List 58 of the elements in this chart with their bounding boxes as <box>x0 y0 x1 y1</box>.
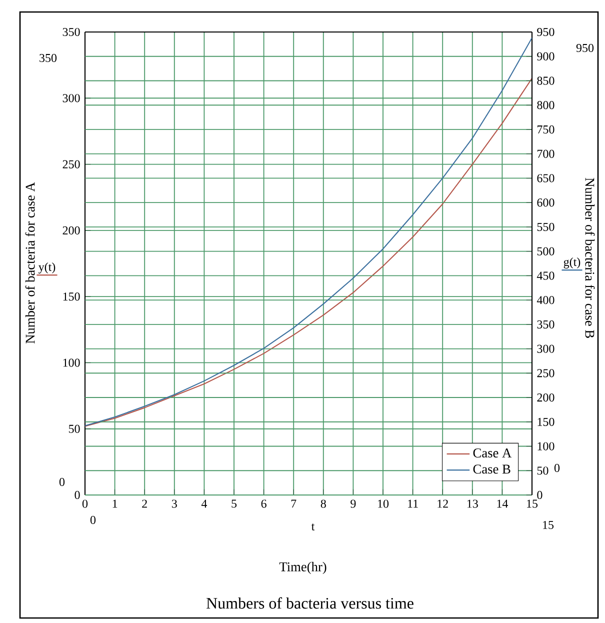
legend-label: Case B <box>473 464 510 474</box>
text: y(t) <box>38 262 56 274</box>
x-tick-label: 4 <box>201 500 208 508</box>
x-tick-label: 2 <box>142 500 147 508</box>
y2-tick-label: 700 <box>538 150 554 158</box>
x-tick-label: 12 <box>438 500 448 508</box>
y2-tick-label: 300 <box>537 344 554 353</box>
y2-tick-label: 450 <box>536 272 554 280</box>
y2-tick-label: 200 <box>537 393 554 402</box>
y2-tick-label: 350 <box>537 320 554 328</box>
y-tick-label: 300 <box>62 94 80 102</box>
y2-tick-label: 900 <box>537 52 554 60</box>
x-tick-label: 15 <box>527 500 538 508</box>
text: 0 <box>554 464 560 472</box>
y-tick-label: 200 <box>62 226 80 234</box>
y2-tick-label: 600 <box>537 198 554 207</box>
x-tick-label: 6 <box>261 500 266 508</box>
y2-tick-label: 550 <box>537 222 554 231</box>
y2-tick-label: 850 <box>537 76 554 85</box>
y2-tick-label: 250 <box>537 369 554 378</box>
x-axis-title: Time(hr) <box>279 562 326 574</box>
y2-axis-title: Number of bacteria for case B <box>585 178 595 338</box>
text: Numbers of bacteria versus time <box>206 597 414 609</box>
y2-tick-label: 150 <box>538 418 554 426</box>
y-tick-label: 250 <box>62 160 80 168</box>
text: 350 <box>40 54 57 62</box>
y-tick-label: 150 <box>63 292 80 301</box>
x-tick-label: 14 <box>497 500 508 508</box>
y-tick-label: 0 <box>74 490 80 500</box>
x-tick-label: 11 <box>408 500 418 508</box>
y-tick-label: 350 <box>62 28 80 36</box>
x-tick-label: 0 <box>82 500 88 508</box>
y2-tick-label: 50 <box>537 466 548 475</box>
x-tick-label: 3 <box>172 500 177 508</box>
x-tick-label: 7 <box>291 500 296 508</box>
y2-tick-label: 650 <box>537 174 554 182</box>
text: g(t) <box>564 258 580 268</box>
x-tick-label: 8 <box>320 500 326 508</box>
y2-tick-label: 750 <box>538 125 554 134</box>
x-tick-label: 13 <box>467 500 478 508</box>
y2-tick-label: 0 <box>537 490 542 500</box>
text: 0 <box>90 516 96 524</box>
y2-tick-label: 950 <box>537 28 554 36</box>
x-tick-label: 1 <box>112 500 118 508</box>
y2-tick-label: 800 <box>537 101 554 110</box>
y-axis-title: Number of bacteria for case A <box>25 182 35 344</box>
y2-tick-label: 100 <box>538 442 554 450</box>
x-tick-label: 9 <box>350 500 356 508</box>
x-tick-label: 5 <box>232 500 237 508</box>
y2-tick-label: 500 <box>537 247 554 256</box>
y2-tick-label: 400 <box>536 296 554 304</box>
text: 15 <box>543 520 554 530</box>
x-tick-label: 10 <box>378 500 389 508</box>
y-tick-label: 50 <box>68 424 80 433</box>
text: t <box>311 524 315 530</box>
y-tick-label: 100 <box>63 358 80 367</box>
text: 950 <box>576 44 594 52</box>
legend-label: Case A <box>473 448 512 458</box>
